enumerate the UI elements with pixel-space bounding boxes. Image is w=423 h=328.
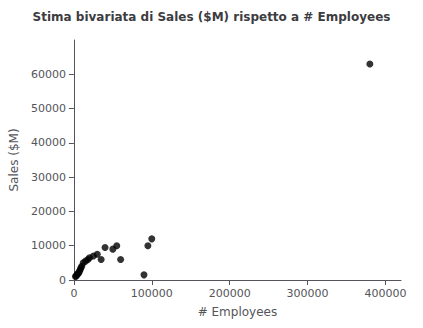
svg-text:50000: 50000 (31, 102, 66, 115)
svg-text:30000: 30000 (31, 171, 66, 184)
svg-text:0: 0 (59, 274, 66, 287)
svg-text:60000: 60000 (31, 68, 66, 81)
svg-text:400000: 400000 (364, 287, 406, 300)
svg-text:Stima bivariata di Sales ($M): Stima bivariata di Sales ($M) rispetto a… (33, 10, 391, 24)
svg-text:20000: 20000 (31, 205, 66, 218)
svg-text:10000: 10000 (31, 239, 66, 252)
svg-text:200000: 200000 (209, 287, 251, 300)
svg-text:# Employees: # Employees (198, 305, 278, 319)
svg-text:0: 0 (70, 287, 77, 300)
svg-text:100000: 100000 (131, 287, 173, 300)
svg-text:Sales ($M): Sales ($M) (7, 128, 21, 191)
svg-text:300000: 300000 (287, 287, 329, 300)
svg-text:40000: 40000 (31, 136, 66, 149)
